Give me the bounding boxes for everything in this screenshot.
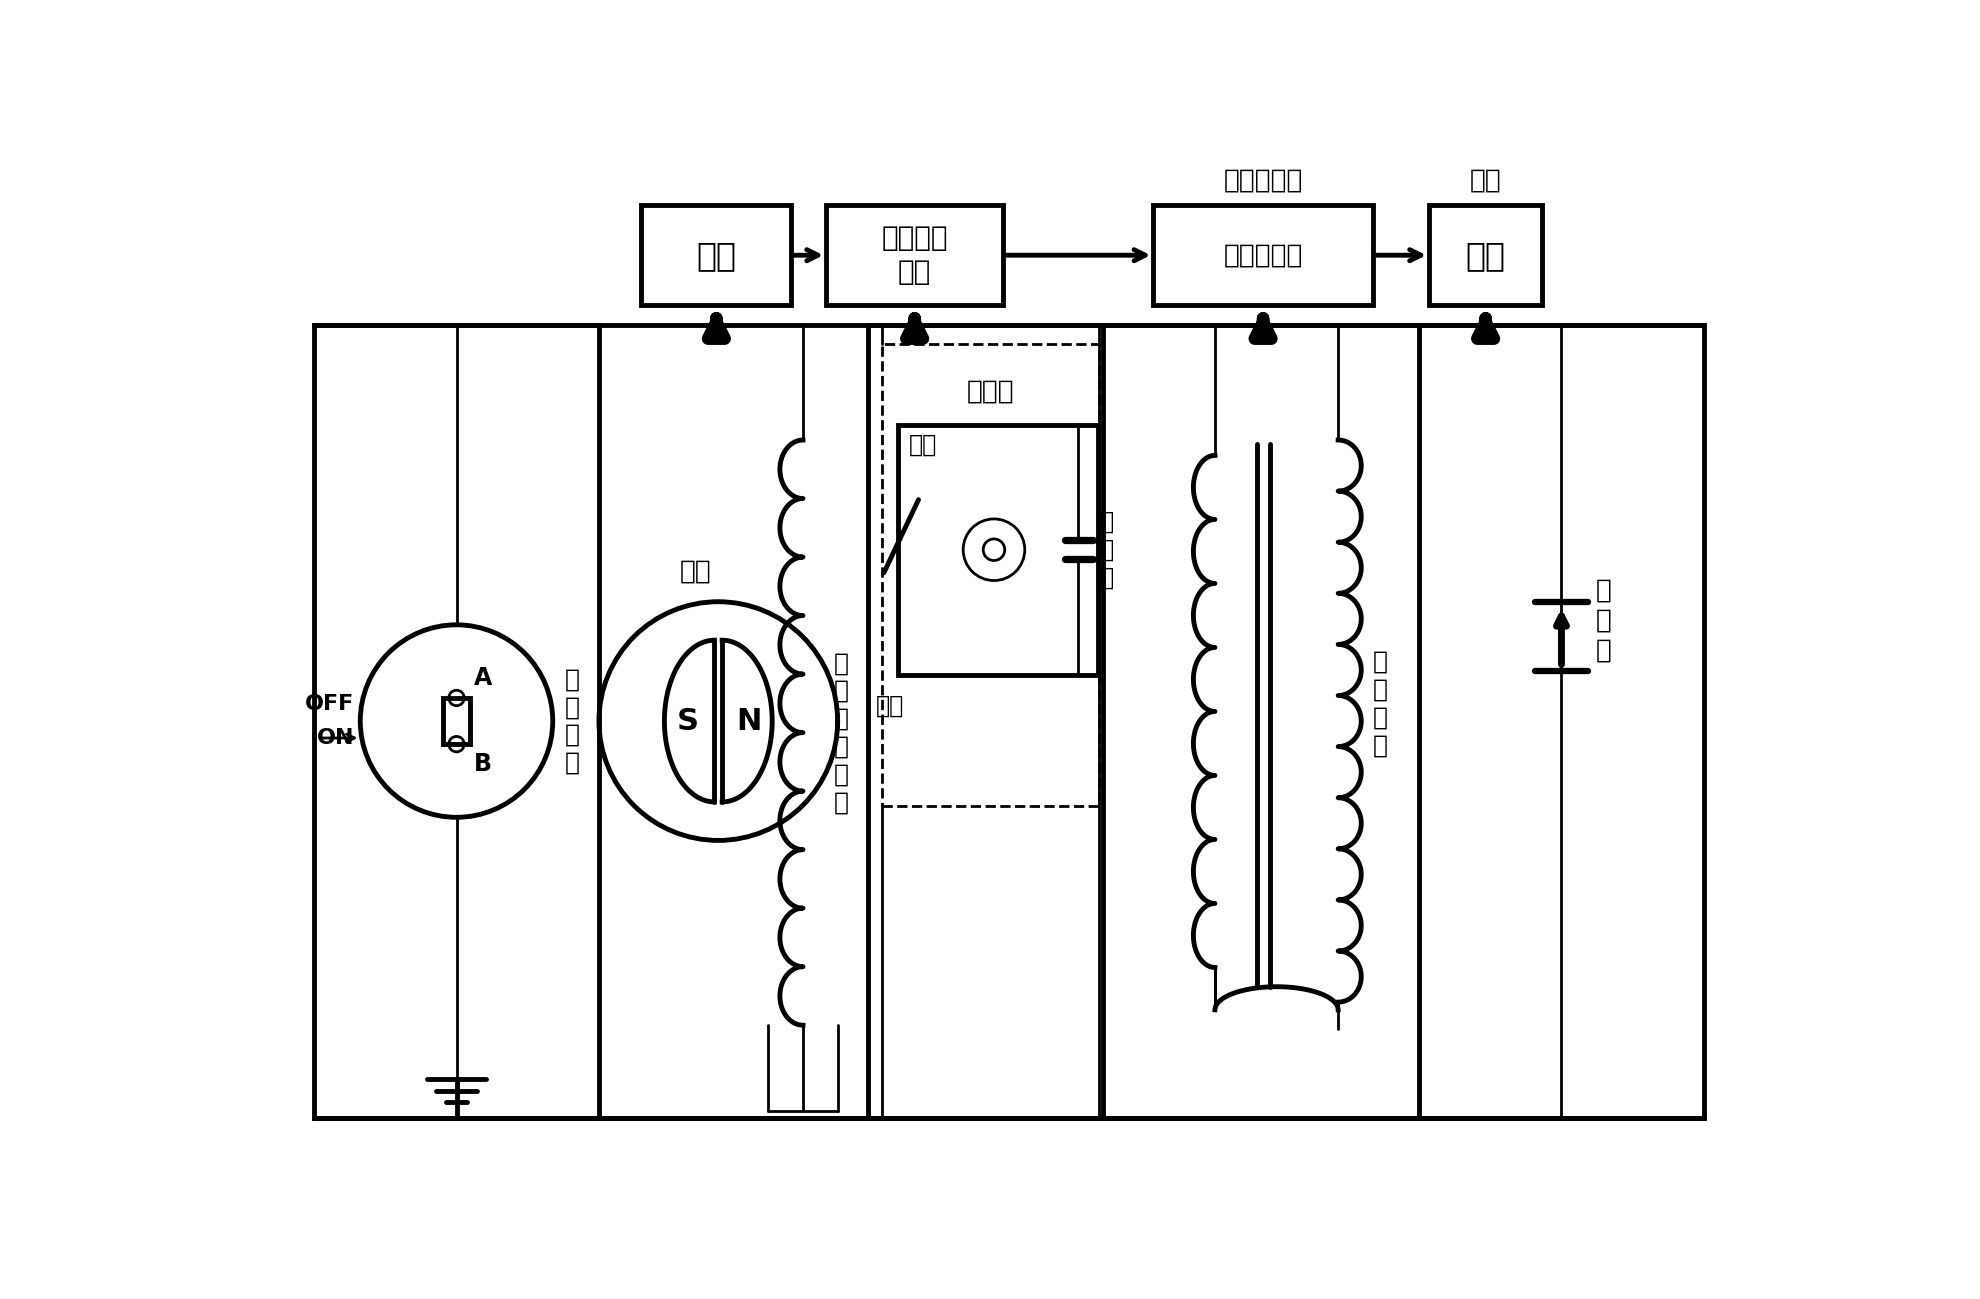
Text: 飞轮: 飞轮 xyxy=(679,559,711,585)
Text: B: B xyxy=(473,752,491,776)
Text: 凸轮: 凸轮 xyxy=(909,433,937,456)
Text: 初
级
点
火
线
圈: 初 级 点 火 线 圈 xyxy=(834,651,849,814)
Text: 点
火
线
圈: 点 火 线 圈 xyxy=(1372,650,1388,757)
Text: 触点: 触点 xyxy=(875,694,905,718)
Text: ON: ON xyxy=(317,727,354,748)
Text: N: N xyxy=(737,707,762,735)
Bar xyxy=(315,325,1705,1117)
Text: 打火: 打火 xyxy=(1465,239,1505,271)
Text: 打火: 打火 xyxy=(1469,168,1501,194)
Text: A: A xyxy=(473,666,491,690)
Text: 产生高压电: 产生高压电 xyxy=(1224,168,1303,194)
Bar xyxy=(1152,205,1372,305)
Text: 发电: 发电 xyxy=(697,239,737,271)
Bar xyxy=(883,344,1099,805)
Bar xyxy=(826,205,1004,305)
Bar xyxy=(1430,205,1542,305)
Text: 产生高压电: 产生高压电 xyxy=(1224,242,1303,268)
Text: 断电器: 断电器 xyxy=(966,378,1014,404)
Text: S: S xyxy=(677,707,699,735)
Text: 点火时间
指示: 点火时间 指示 xyxy=(881,225,948,286)
Text: 电
容
器: 电 容 器 xyxy=(1099,511,1113,590)
Text: 点
火
开
关: 点 火 开 关 xyxy=(564,668,580,774)
Bar xyxy=(444,698,469,744)
Text: OFF: OFF xyxy=(305,694,354,714)
Bar xyxy=(897,425,1097,675)
Text: 火
花
塞: 火 花 塞 xyxy=(1596,578,1612,664)
Bar xyxy=(642,205,792,305)
